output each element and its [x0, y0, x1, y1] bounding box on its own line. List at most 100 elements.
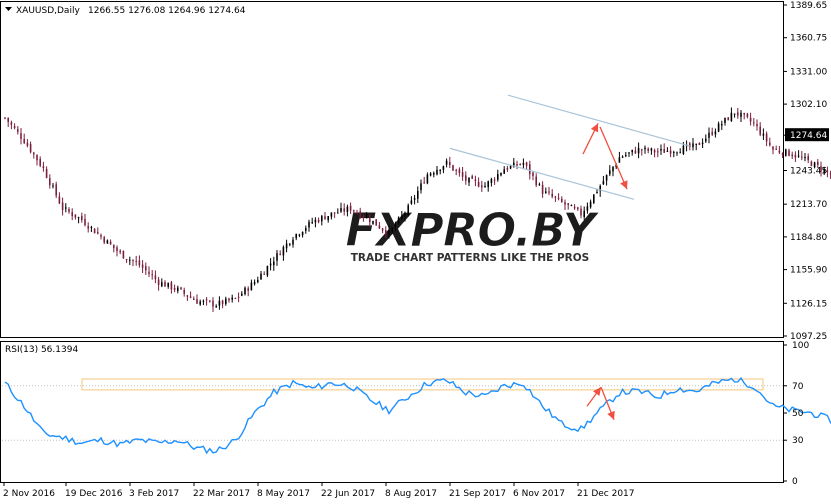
candle-body [477, 181, 480, 187]
candle-body [228, 298, 230, 301]
price-arrow-down-shaft [599, 126, 628, 190]
candle-body [733, 113, 736, 115]
candle-body [445, 160, 448, 165]
candle-body [308, 221, 310, 228]
candle-body [753, 122, 755, 124]
rsi-arrow-down-head [607, 410, 615, 420]
candle-body [545, 191, 547, 194]
candle-body [788, 150, 790, 156]
price-axis-label: 1155.90 [790, 266, 827, 276]
candle-body [61, 202, 64, 210]
watermark: FXPRO.BY TRADE CHART PATTERNS LIKE THE P… [345, 203, 602, 265]
candle-body [391, 227, 393, 232]
time-axis-label: 21 Dec 2017 [577, 489, 635, 499]
candle-body [605, 174, 608, 181]
price-arrow-up [582, 123, 599, 155]
candle-body [772, 146, 774, 150]
price-axis-label: 1097.25 [790, 332, 827, 342]
candle-body [385, 230, 387, 235]
candle-body [535, 176, 537, 186]
candle-body [141, 264, 144, 268]
candle-body [193, 298, 195, 300]
candle-body [714, 131, 717, 135]
candle-body [394, 224, 397, 227]
candle-body [397, 217, 400, 224]
candle-body [778, 150, 781, 153]
candle-body [452, 165, 454, 171]
candle-body [573, 206, 576, 209]
candle-body [129, 259, 131, 261]
candle-body [769, 142, 771, 146]
candle-body [823, 169, 825, 173]
candle-body [23, 139, 25, 144]
candle-body [237, 296, 240, 298]
candle-body [813, 162, 816, 168]
candle-body [692, 143, 694, 148]
candle-body [596, 191, 598, 193]
candle-body [737, 112, 739, 116]
candle-body [282, 247, 285, 256]
candle-body [577, 207, 579, 210]
candle-body [113, 244, 115, 249]
candle-body [679, 152, 681, 154]
candle-body [119, 250, 121, 253]
candle-body [209, 300, 211, 302]
rsi-panel-frame [0, 341, 784, 483]
candle-body [461, 172, 464, 177]
ohlc-values: 1266.55 1276.08 1264.96 1274.64 [88, 6, 246, 16]
candle-body [218, 300, 221, 306]
symbol-label: XAUUSD,Daily [16, 6, 80, 16]
candle-body [759, 126, 761, 135]
candle-body [327, 216, 329, 221]
candle-body [673, 151, 675, 153]
candle-body [561, 198, 563, 202]
candle-body [564, 202, 566, 205]
candle-body [346, 206, 349, 212]
candle-body [417, 190, 419, 199]
candle-body [660, 149, 662, 151]
candle-body [644, 147, 646, 150]
candle-body [276, 253, 278, 261]
candle-body [20, 133, 22, 139]
channel-lower-line [449, 147, 635, 200]
candle-body [52, 185, 54, 187]
candle-body [705, 138, 707, 142]
candle-body [4, 117, 6, 119]
candle-body [401, 215, 403, 219]
candle-body [481, 185, 483, 188]
candle-body [567, 203, 569, 205]
candle-body [93, 228, 96, 234]
candle-body [161, 282, 163, 287]
candle-body [449, 161, 451, 166]
candle-body [810, 161, 813, 166]
candle-body [695, 143, 697, 145]
price-axis-label: 1331.00 [790, 67, 827, 77]
candle-body [612, 166, 614, 172]
time-axis-label: 19 Dec 2016 [65, 489, 123, 499]
candle-body [423, 182, 425, 184]
candle-body [244, 287, 246, 295]
candle-body [285, 243, 288, 249]
candle-body [525, 162, 528, 166]
candle-body [151, 274, 153, 276]
candle-body [42, 166, 45, 169]
candle-body [516, 164, 518, 166]
candle-body [372, 220, 374, 224]
symbol-dropdown-icon[interactable] [5, 7, 12, 11]
candle-body [493, 179, 496, 181]
candle-body [359, 211, 361, 218]
candle-body [263, 273, 265, 275]
candle-body [781, 153, 784, 156]
candle-body [369, 218, 371, 223]
candle-body [212, 300, 214, 307]
candle-body [682, 145, 685, 154]
candle-body [429, 173, 432, 176]
candle-body [90, 227, 93, 229]
candle-body [711, 131, 713, 135]
candle-body [442, 166, 445, 170]
candle-body [49, 178, 51, 186]
price-arrow-up-head [590, 123, 599, 133]
candle-body [570, 205, 573, 207]
candle-body [39, 159, 41, 166]
candle-body [202, 300, 205, 302]
